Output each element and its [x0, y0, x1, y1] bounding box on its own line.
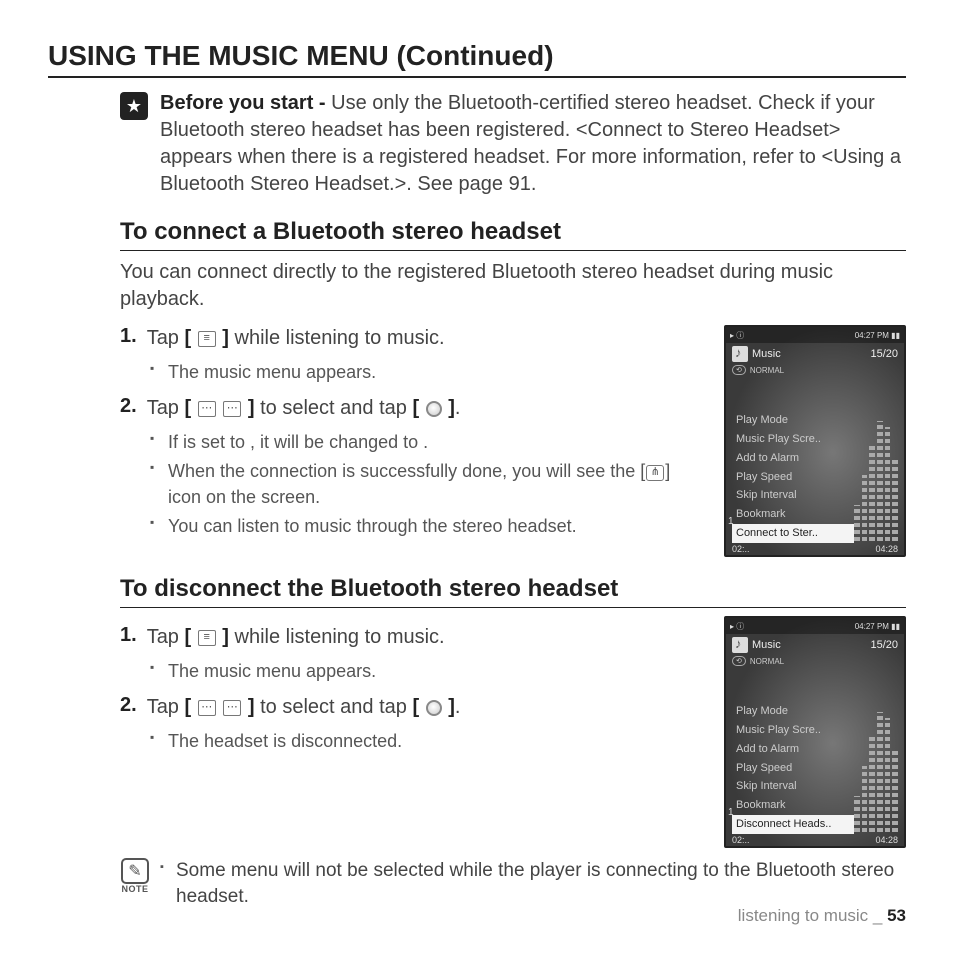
steps-disconnect: 1. Tap [ ≡ ] while listening to music. The… [120, 616, 706, 764]
step-text: Tap [ ⋯ ⋯ ] to select and tap [ ]. [147, 395, 461, 422]
step: 2. Tap [ ⋯ ⋯ ] to select and tap [ ]. [120, 395, 706, 422]
device-menu-item: Music Play Scre.. [732, 721, 854, 740]
step-number: 2. [120, 694, 137, 721]
equalizer-icon [854, 421, 898, 541]
step-sublist: The headset is disconnected. [150, 729, 706, 754]
device-status-bar: ▸ ⓘ04:27 PM ▮▮ [726, 618, 904, 634]
step-sub-item: You can listen to music through the ster… [150, 514, 706, 539]
step: 1. Tap [ ≡ ] while listening to music. [120, 624, 706, 651]
device-title-bar: Music15/20 [726, 343, 904, 365]
device-menu-item: Add to Alarm [732, 740, 854, 759]
section-disconnect-row: 1. Tap [ ≡ ] while listening to music. The… [120, 616, 906, 848]
device-mock-disconnect: ▸ ⓘ04:27 PM ▮▮Music15/20⟲NORMAL1Play Mod… [724, 616, 906, 848]
step-sublist: If is set to , it will be changed to . Wh… [150, 430, 706, 539]
section-heading-disconnect: To disconnect the Bluetooth stereo heads… [120, 575, 906, 608]
device-menu-item: Disconnect Heads.. [732, 815, 854, 834]
step-text: Tap [ ≡ ] while listening to music. [147, 624, 445, 651]
device-mode-bar: ⟲NORMAL [726, 365, 904, 379]
device-menu-item: Bookmark [732, 796, 854, 815]
device-mock-connect: ▸ ⓘ04:27 PM ▮▮Music15/20⟲NORMAL1Play Mod… [724, 325, 906, 557]
device-menu-item: Play Speed [732, 759, 854, 778]
music-icon [732, 346, 748, 362]
step-text: Tap [ ⋯ ⋯ ] to select and tap [ ]. [147, 694, 461, 721]
device-menu: Play ModeMusic Play Scre..Add to AlarmPl… [732, 702, 854, 834]
step-number: 2. [120, 395, 137, 422]
steps-connect: 1. Tap [ ≡ ] while listening to music. The… [120, 325, 706, 549]
up-icon: ⋯ [198, 700, 216, 716]
device-title-bar: Music15/20 [726, 634, 904, 656]
step-sub-item: The headset is disconnected. [150, 729, 706, 754]
down-icon: ⋯ [223, 700, 241, 716]
down-icon: ⋯ [223, 401, 241, 417]
device-time-bar: 02:..04:28 [726, 544, 904, 554]
device-menu-item: Play Mode [732, 702, 854, 721]
device-menu-item: Skip Interval [732, 777, 854, 796]
page-title: USING THE MUSIC MENU (Continued) [48, 40, 906, 78]
music-icon [732, 637, 748, 653]
device-menu-item: Play Mode [732, 411, 854, 430]
section-connect-row: 1. Tap [ ≡ ] while listening to music. The… [120, 325, 906, 557]
callout-text: Before you start - Use only the Bluetoot… [160, 90, 906, 198]
footer-section: listening to music [738, 906, 868, 925]
star-icon: ★ [120, 92, 148, 120]
device-menu-item: Connect to Ster.. [732, 524, 854, 543]
callout-lead: Before you start - [160, 92, 331, 114]
note-text: Some menu will not be selected while the… [160, 858, 906, 909]
device-menu-item: Add to Alarm [732, 449, 854, 468]
device-status-bar: ▸ ⓘ04:27 PM ▮▮ [726, 327, 904, 343]
device-menu: Play ModeMusic Play Scre..Add to AlarmPl… [732, 411, 854, 543]
device-mode-bar: ⟲NORMAL [726, 656, 904, 670]
before-you-start-callout: ★ Before you start - Use only the Blueto… [120, 90, 906, 198]
step-sublist: The music menu appears. [150, 659, 706, 684]
page-footer: listening to music _ 53 [738, 906, 906, 926]
step-number: 1. [120, 624, 137, 651]
device-menu-item: Play Speed [732, 468, 854, 487]
ok-icon [426, 401, 442, 417]
step: 2. Tap [ ⋯ ⋯ ] to select and tap [ ]. [120, 694, 706, 721]
step-sublist: The music menu appears. [150, 360, 706, 385]
section-heading-connect: To connect a Bluetooth stereo headset [120, 218, 906, 251]
step-number: 1. [120, 325, 137, 352]
step-sub-item: If is set to , it will be changed to . [150, 430, 706, 455]
menu-icon: ≡ [198, 630, 216, 646]
note-block: ✎ NOTE Some menu will not be selected wh… [120, 858, 906, 909]
step-text: Tap [ ≡ ] while listening to music. [147, 325, 445, 352]
equalizer-icon [854, 712, 898, 832]
step-sub-item: When the connection is successfully done… [150, 459, 706, 509]
step: 1. Tap [ ≡ ] while listening to music. [120, 325, 706, 352]
up-icon: ⋯ [198, 401, 216, 417]
device-menu-item: Skip Interval [732, 486, 854, 505]
footer-page: 53 [887, 906, 906, 925]
menu-icon: ≡ [198, 331, 216, 347]
ok-icon [426, 700, 442, 716]
device-menu-item: Music Play Scre.. [732, 430, 854, 449]
note-icon: ✎ NOTE [120, 858, 150, 894]
step-sub-item: The music menu appears. [150, 659, 706, 684]
device-time-bar: 02:..04:28 [726, 835, 904, 845]
footer-sep: _ [868, 906, 887, 925]
bluetooth-icon: ⋔ [646, 465, 664, 481]
device-menu-item: Bookmark [732, 505, 854, 524]
section-intro-connect: You can connect directly to the register… [120, 259, 906, 313]
step-sub-item: The music menu appears. [150, 360, 706, 385]
